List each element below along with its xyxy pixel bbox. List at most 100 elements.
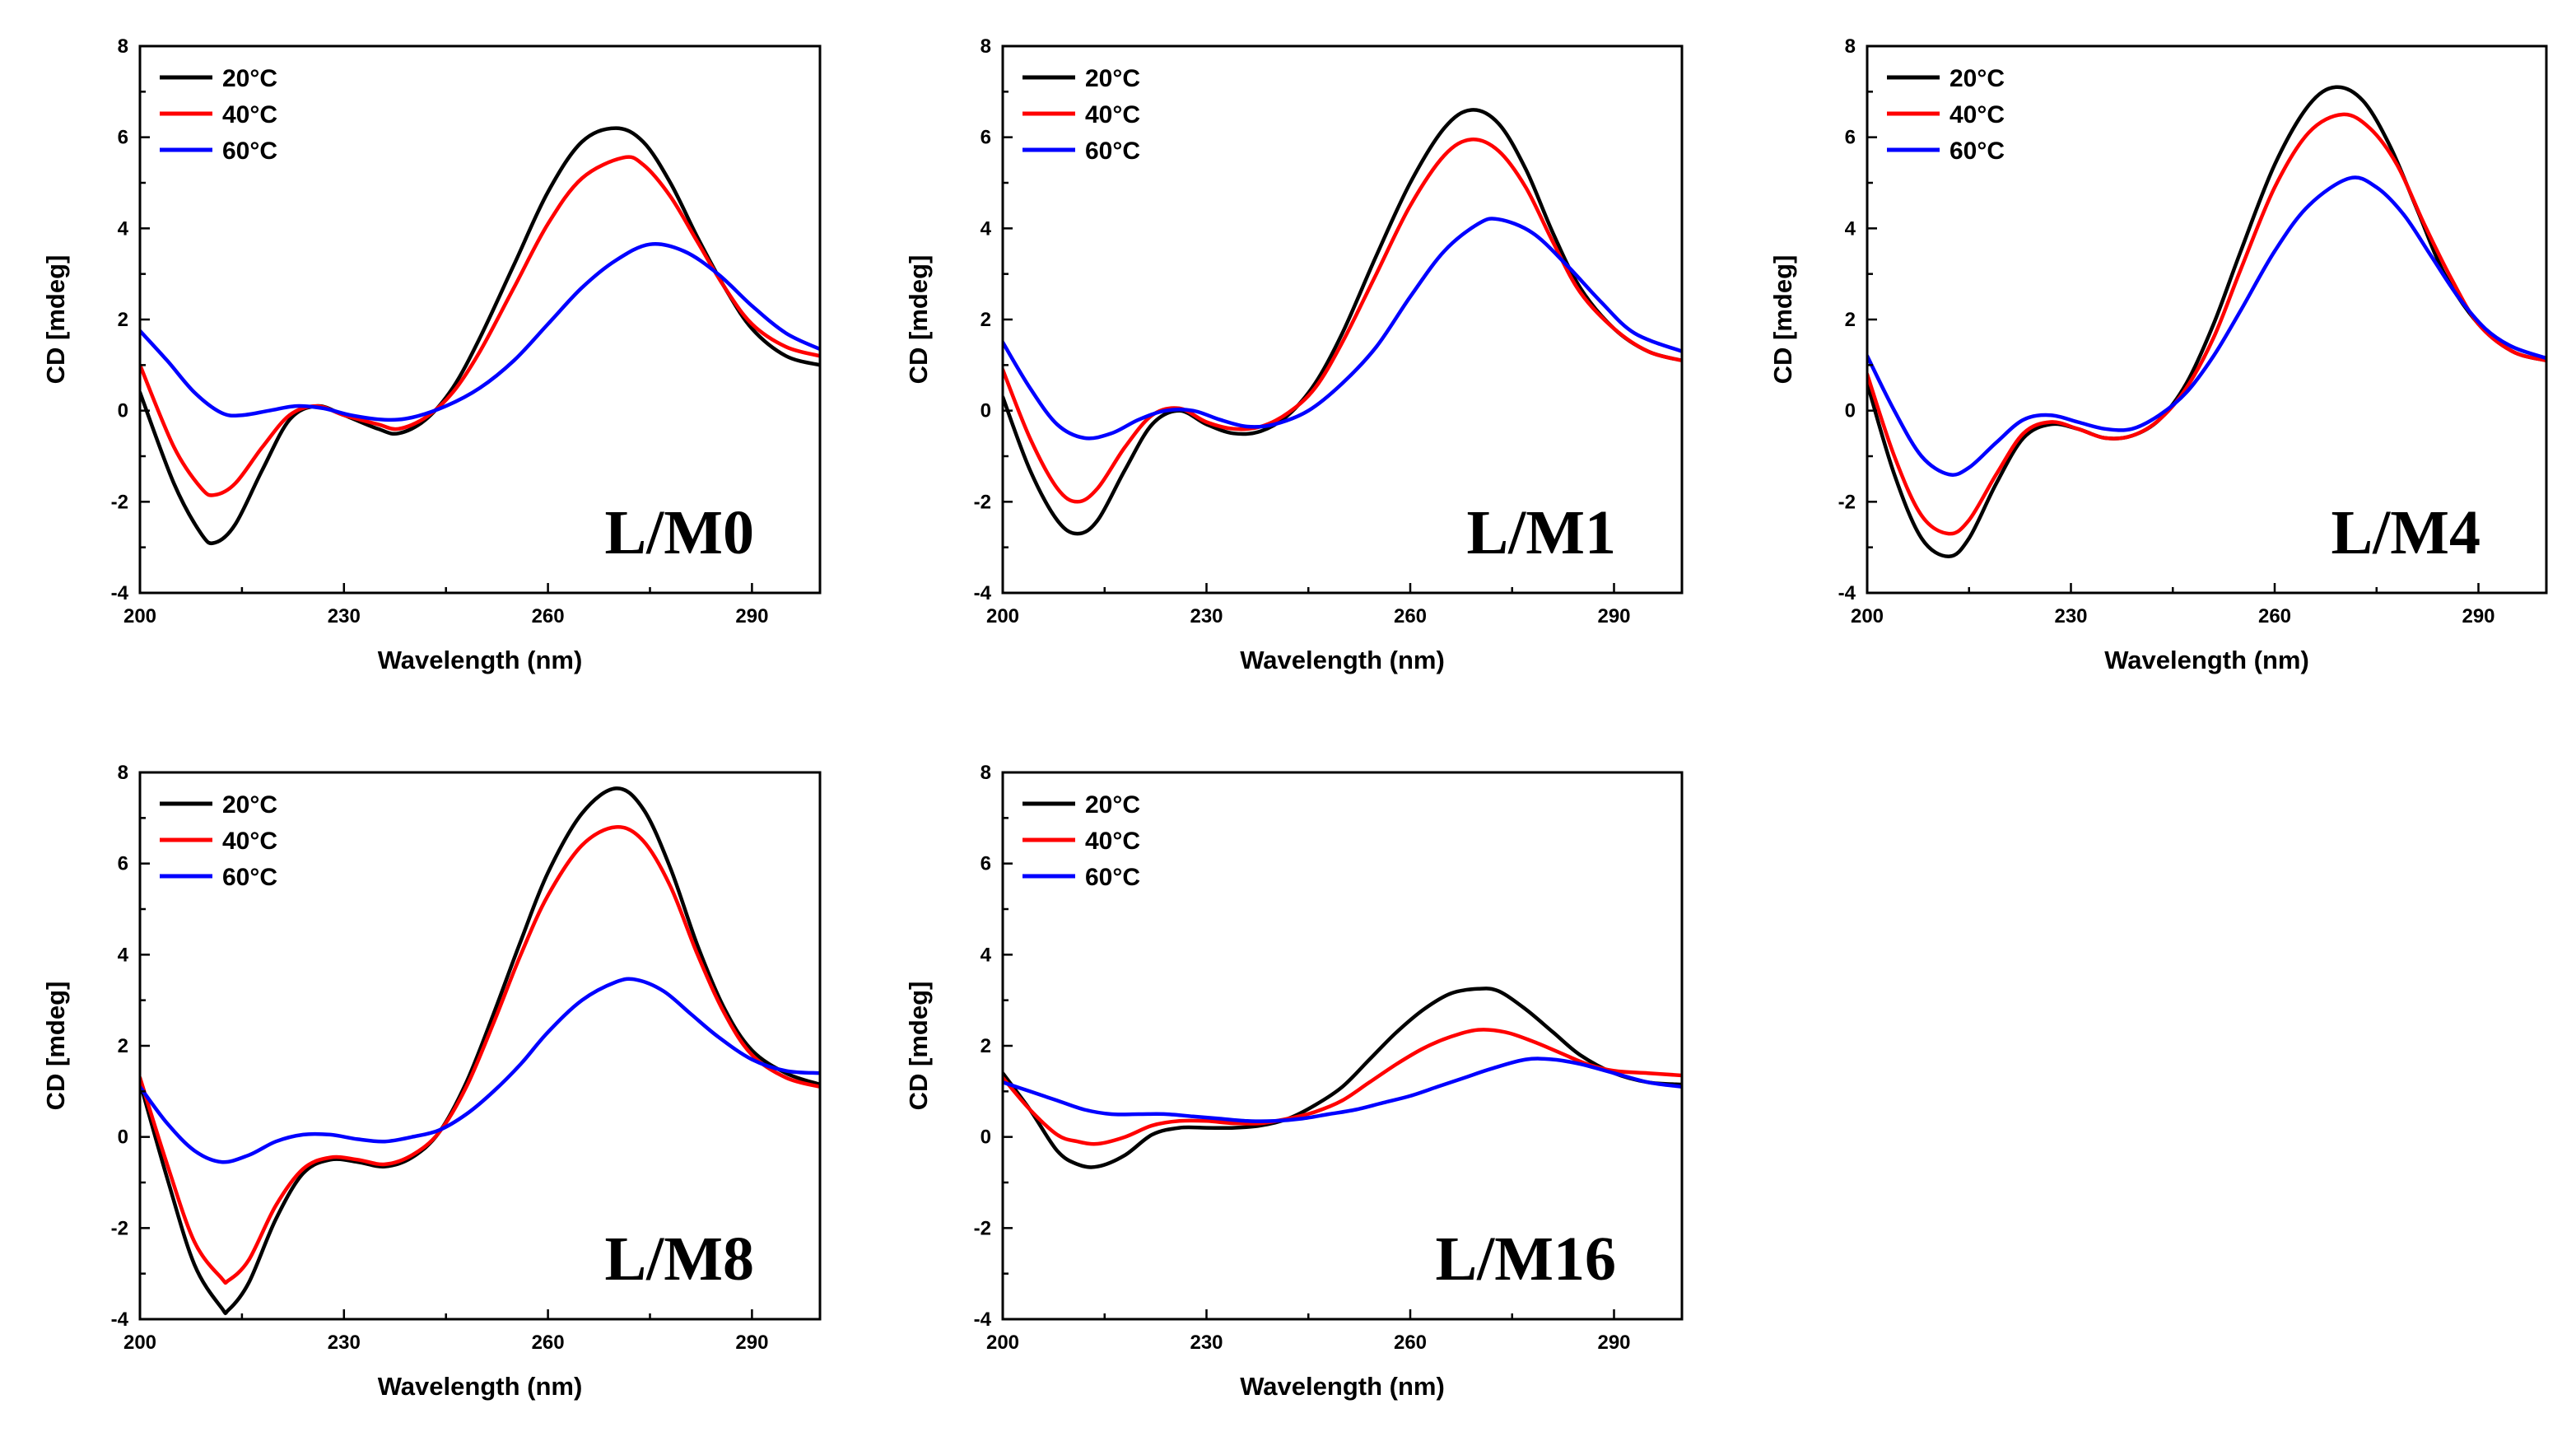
series-line: [140, 155, 820, 497]
x-tick-label: 290: [735, 1332, 768, 1354]
plot-area: [1867, 85, 2546, 558]
x-tick-label: 200: [123, 1332, 156, 1354]
x-tick-label: 290: [1597, 1332, 1630, 1354]
y-tick-label: 6: [118, 853, 128, 875]
x-tick-label: 260: [1394, 1332, 1427, 1354]
y-tick-label: 0: [1845, 400, 1856, 422]
y-tick-label: 2: [1845, 309, 1856, 331]
y-tick-label: 2: [118, 309, 128, 331]
panel-label: L/M16: [1435, 1224, 1616, 1294]
x-tick-label: 230: [1190, 1332, 1223, 1354]
chart-panel: 200 230 260 290 -4 -2 0 2 4 6 8 Wavelength (nm) CD […: [1768, 35, 2548, 674]
x-axis-label: Wavelength (nm): [1240, 1372, 1445, 1401]
y-tick-label: 6: [981, 127, 991, 149]
x-tick-label: 230: [328, 605, 361, 627]
y-tick-label: 8: [118, 35, 128, 58]
x-tick-label: 290: [735, 605, 768, 627]
series-line: [140, 977, 820, 1164]
x-axis-label: Wavelength (nm): [1240, 646, 1445, 674]
y-tick-label: -4: [111, 582, 129, 604]
x-tick-label: 230: [1190, 605, 1223, 627]
y-tick-label: 0: [118, 400, 128, 422]
plot-area: [1003, 987, 1682, 1169]
plot-area: [140, 126, 820, 546]
x-tick-label: 200: [986, 605, 1019, 627]
series-line: [1003, 108, 1682, 536]
x-tick-label: 260: [532, 605, 565, 627]
y-tick-label: 4: [981, 217, 992, 240]
y-tick-label: -2: [1838, 491, 1856, 513]
x-tick-label: 230: [2054, 605, 2087, 627]
plot-area: [140, 786, 820, 1316]
panel-label: L/M0: [604, 498, 754, 567]
panel-label: L/M1: [1466, 498, 1616, 567]
y-tick-label: -4: [974, 1308, 992, 1331]
y-tick-label: 8: [981, 35, 991, 58]
legend-label: 60°C: [1085, 864, 1140, 891]
y-axis-label: CD [mdeg]: [1768, 255, 1797, 385]
y-axis-label: CD [mdeg]: [904, 982, 933, 1111]
series-line: [1003, 987, 1682, 1169]
chart-panel: 200 230 260 290 -4 -2 0 2 4 6 8 Wavelength (nm) CD […: [41, 35, 822, 674]
series-line: [140, 126, 820, 546]
x-tick-label: 230: [328, 1332, 361, 1354]
y-tick-label: 4: [1845, 217, 1856, 240]
y-axis-label: CD [mdeg]: [41, 982, 70, 1111]
legend-label: 20°C: [222, 791, 277, 819]
legend-label: 20°C: [1949, 65, 2005, 92]
y-tick-label: -4: [974, 582, 992, 604]
legend-label: 40°C: [222, 828, 277, 855]
chart-panel: 200 230 260 290 -4 -2 0 2 4 6 8 Wavelength (nm) CD […: [904, 35, 1684, 674]
series-line: [140, 242, 820, 422]
panel-label: L/M4: [2331, 498, 2481, 567]
y-tick-label: 8: [118, 762, 128, 784]
y-tick-label: 4: [118, 217, 129, 240]
series-line: [1003, 217, 1682, 441]
legend-label: 20°C: [222, 65, 277, 92]
y-tick-label: 4: [118, 944, 129, 966]
x-tick-label: 260: [2258, 605, 2291, 627]
y-tick-label: 8: [1845, 35, 1856, 58]
legend: 20°C 40°C 60°C: [160, 791, 277, 891]
series-line: [1003, 138, 1682, 504]
legend: 20°C 40°C 60°C: [1022, 65, 1140, 165]
y-tick-label: 6: [981, 853, 991, 875]
x-tick-label: 200: [123, 605, 156, 627]
legend-label: 60°C: [222, 138, 277, 165]
x-tick-label: 260: [532, 1332, 565, 1354]
series-line: [140, 825, 820, 1285]
legend-label: 60°C: [222, 864, 277, 891]
x-axis-label: Wavelength (nm): [378, 646, 583, 674]
legend-label: 60°C: [1085, 138, 1140, 165]
y-tick-label: 0: [981, 400, 991, 422]
legend-label: 20°C: [1085, 65, 1140, 92]
series-line: [1867, 112, 2546, 536]
y-tick-label: 6: [118, 127, 128, 149]
x-tick-label: 290: [1597, 605, 1630, 627]
y-tick-label: -2: [974, 491, 991, 513]
y-tick-label: -4: [111, 1308, 129, 1331]
x-tick-label: 200: [1851, 605, 1884, 627]
chart-panel: 200 230 260 290 -4 -2 0 2 4 6 8 Wavelength (nm) CD […: [41, 762, 822, 1401]
y-tick-label: -2: [111, 1217, 128, 1239]
x-tick-label: 290: [2462, 605, 2494, 627]
legend: 20°C 40°C 60°C: [1887, 65, 2005, 165]
legend-label: 40°C: [222, 101, 277, 128]
y-tick-label: -2: [111, 491, 128, 513]
legend-label: 40°C: [1085, 828, 1140, 855]
legend-label: 40°C: [1085, 101, 1140, 128]
y-tick-label: 8: [981, 762, 991, 784]
y-axis-label: CD [mdeg]: [41, 255, 70, 385]
y-tick-label: 4: [981, 944, 992, 966]
y-axis-label: CD [mdeg]: [904, 255, 933, 385]
y-tick-label: 2: [118, 1035, 128, 1057]
x-axis-label: Wavelength (nm): [2104, 646, 2309, 674]
legend: 20°C 40°C 60°C: [160, 65, 277, 165]
series-line: [1867, 175, 2546, 477]
x-tick-label: 200: [986, 1332, 1019, 1354]
y-tick-label: 6: [1845, 127, 1856, 149]
chart-panel: 200 230 260 290 -4 -2 0 2 4 6 8 Wavelength (nm) CD […: [904, 762, 1684, 1401]
y-tick-label: 2: [981, 1035, 991, 1057]
legend-label: 20°C: [1085, 791, 1140, 819]
